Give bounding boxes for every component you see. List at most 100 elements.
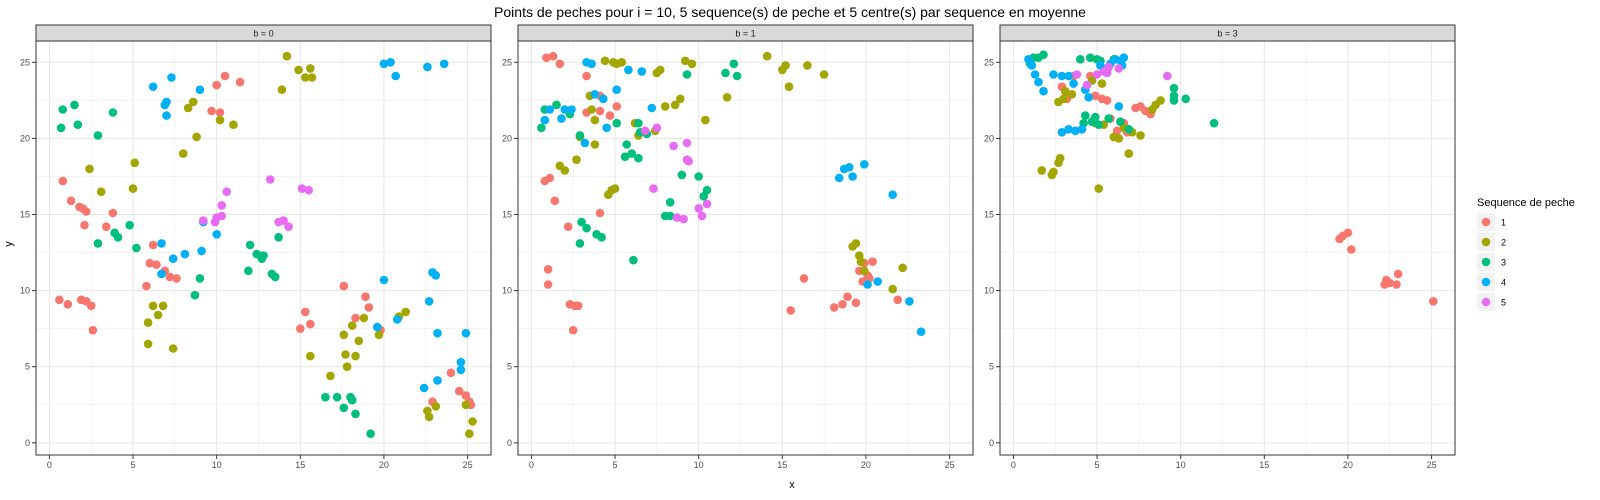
data-point-seq-2 (1037, 166, 1047, 175)
x-tick-label: 0 (529, 460, 534, 470)
data-point-seq-1 (152, 260, 161, 270)
legend-item-4: 4 (1477, 273, 1506, 291)
data-point-seq-2 (670, 100, 680, 110)
data-point-seq-4 (433, 376, 442, 385)
data-point-seq-3 (351, 409, 360, 419)
data-point-seq-2 (326, 371, 335, 381)
x-tick-label: 20 (379, 460, 389, 470)
data-point-seq-4 (590, 90, 600, 99)
data-point-seq-5 (672, 213, 682, 222)
data-point-seq-2 (85, 164, 94, 174)
data-point-seq-1 (108, 208, 118, 218)
data-point-seq-2 (617, 58, 626, 67)
data-point-seq-2 (342, 362, 352, 372)
data-point-seq-4 (844, 163, 854, 172)
data-point-seq-4 (848, 172, 857, 181)
data-point-seq-4 (379, 275, 389, 285)
data-point-seq-4 (162, 111, 171, 120)
data-point-seq-4 (612, 85, 621, 94)
data-point-seq-4 (580, 138, 590, 148)
data-point-seq-4 (540, 115, 550, 125)
data-point-seq-3 (732, 71, 742, 81)
data-point-seq-5 (1114, 64, 1124, 73)
data-point-seq-2 (1097, 79, 1107, 88)
data-point-seq-1 (88, 325, 98, 335)
data-point-seq-5 (297, 184, 307, 193)
data-point-seq-2 (676, 94, 685, 104)
data-point-seq-4 (379, 59, 389, 69)
data-point-seq-1 (605, 111, 615, 120)
panel-border (35, 40, 492, 456)
data-point-seq-2 (128, 184, 138, 193)
data-point-seq-2 (461, 400, 471, 410)
data-point-seq-2 (803, 61, 812, 70)
data-point-seq-3 (1104, 114, 1113, 123)
data-point-seq-2 (277, 85, 287, 94)
data-point-seq-3 (729, 59, 739, 69)
data-point-seq-5 (1102, 68, 1112, 78)
data-point-seq-2 (306, 64, 315, 73)
facet-panels: b = 0 0 5 10 15 20 25 0 5 10 15 20 25 b = 1 0 5 10 15 20 25… (20, 24, 1456, 470)
x-tick-label: 10 (694, 460, 704, 470)
data-point-seq-3 (270, 272, 280, 282)
data-point-seq-1 (80, 220, 89, 230)
y-tick-label: 15 (984, 210, 994, 220)
data-point-seq-3 (1169, 91, 1179, 101)
data-point-seq-3 (629, 255, 638, 265)
data-point-seq-2 (1055, 153, 1065, 163)
data-point-seq-2 (178, 149, 188, 158)
data-point-seq-1 (1429, 297, 1438, 306)
data-point-seq-1 (1102, 96, 1112, 105)
data-point-seq-1 (893, 295, 902, 305)
data-point-seq-4 (916, 327, 926, 337)
data-point-seq-1 (573, 301, 583, 311)
data-point-seq-2 (1094, 184, 1103, 193)
data-point-seq-1 (612, 102, 621, 111)
data-point-seq-1 (868, 257, 877, 267)
data-point-seq-4 (1057, 71, 1067, 81)
data-point-seq-5 (669, 141, 678, 151)
data-point-seq-1 (1393, 269, 1403, 279)
facet-panel: b = 3 0 5 10 15 20 25 0 5 10 15 20 25 (984, 24, 1456, 470)
y-tick-label: 20 (984, 133, 994, 143)
data-point-seq-2 (1114, 134, 1124, 143)
data-point-seq-2 (687, 59, 697, 69)
data-point-seq-1 (843, 292, 852, 302)
data-point-seq-3 (1094, 120, 1103, 129)
data-point-seq-4 (439, 59, 449, 69)
data-points (1024, 50, 1438, 306)
data-point-seq-3 (1181, 94, 1190, 104)
data-point-seq-3 (113, 233, 123, 242)
data-point-seq-1 (1343, 228, 1353, 238)
data-point-seq-2 (681, 56, 690, 66)
data-point-seq-2 (192, 132, 201, 142)
data-point-seq-2 (339, 330, 349, 340)
data-point-seq-3 (634, 118, 643, 128)
data-point-seq-1 (306, 319, 315, 329)
data-point-seq-2 (600, 56, 610, 66)
x-tick-label: 25 (945, 460, 955, 470)
data-point-seq-4 (180, 249, 190, 259)
data-point-seq-3 (259, 251, 268, 260)
panel-border (999, 40, 1456, 456)
x-tick-label: 25 (1427, 460, 1437, 470)
data-point-seq-4 (834, 173, 844, 183)
data-point-seq-2 (183, 103, 193, 113)
y-tick-label: 15 (20, 210, 30, 220)
data-point-seq-1 (851, 298, 861, 308)
data-point-seq-2 (347, 321, 357, 330)
data-point-seq-2 (819, 70, 829, 79)
data-point-seq-2 (294, 65, 303, 75)
x-tick-label: 15 (1259, 460, 1269, 470)
x-tick-label: 10 (1176, 460, 1186, 470)
data-point-seq-2 (143, 339, 153, 349)
data-point-seq-3 (1209, 118, 1219, 128)
x-tick-label: 20 (1343, 460, 1353, 470)
data-point-seq-2 (148, 301, 158, 311)
legend: Sequence de peche 1 2 3 4 5 (1477, 197, 1575, 311)
data-point-seq-1 (148, 240, 158, 250)
data-point-seq-1 (582, 71, 591, 81)
data-point-seq-2 (784, 82, 794, 91)
legend-key-dot (1481, 237, 1491, 247)
data-point-seq-3 (1086, 53, 1095, 62)
